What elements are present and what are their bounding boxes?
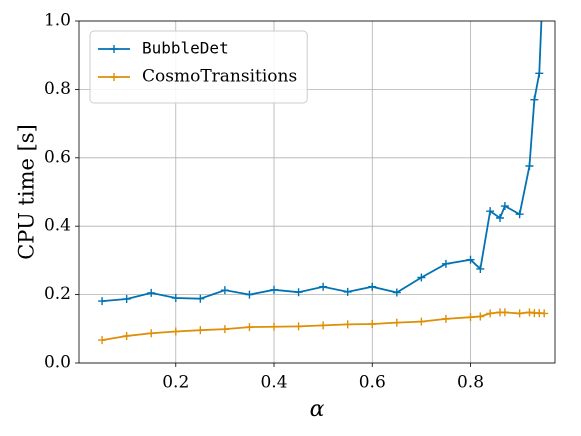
point-marker (98, 297, 107, 306)
point-marker (417, 317, 426, 326)
point-marker (500, 202, 509, 211)
point-marker (392, 318, 401, 327)
point-marker (486, 207, 495, 216)
point-marker (294, 322, 303, 331)
x-axis-label: α (310, 397, 325, 422)
legend-label: BubbleDet (142, 39, 229, 58)
point-marker (417, 273, 426, 282)
point-marker (98, 336, 107, 345)
point-marker (441, 314, 450, 323)
point-marker (466, 255, 475, 264)
point-marker (343, 287, 352, 296)
x-tick-label: 0.4 (260, 373, 287, 393)
point-marker (270, 285, 279, 294)
ticks: 0.2 0.4 0.6 0.8 0.0 0.2 0.4 0.6 0.8 1.0 (44, 11, 484, 393)
point-marker (441, 259, 450, 268)
point-marker (171, 294, 180, 303)
point-marker (319, 321, 328, 330)
legend-label: CosmoTransitions (142, 67, 297, 87)
point-marker (270, 322, 279, 331)
point-marker (476, 312, 485, 321)
point-marker (495, 213, 504, 222)
point-marker (220, 286, 229, 295)
x-tick-label: 0.2 (162, 373, 189, 393)
y-tick-label: 0.0 (44, 353, 71, 373)
point-marker (535, 69, 544, 78)
point-marker (245, 323, 254, 332)
point-marker (486, 309, 495, 318)
point-marker (368, 320, 377, 329)
point-marker (466, 313, 475, 322)
legend-marker (110, 45, 118, 53)
axes-frame (78, 20, 556, 364)
point-marker (294, 288, 303, 297)
x-tick-label: 0.8 (457, 373, 484, 393)
point-marker (530, 95, 539, 104)
point-marker (525, 162, 534, 171)
point-marker (319, 282, 328, 291)
point-marker (343, 320, 352, 329)
point-marker (196, 326, 205, 335)
point-marker (515, 309, 524, 318)
plot-area (98, 21, 549, 345)
legend-box (89, 30, 308, 104)
point-marker (220, 325, 229, 334)
point-marker (245, 290, 254, 299)
point-marker (171, 327, 180, 336)
y-tick-label: 1.0 (44, 11, 71, 31)
point-marker (147, 288, 156, 297)
legend: BubbleDet CosmoTransitions (89, 30, 308, 104)
y-axis-label: CPU time [s] (15, 124, 39, 260)
point-marker (122, 295, 131, 304)
point-marker (476, 264, 485, 273)
point-marker (122, 331, 131, 340)
point-marker (368, 282, 377, 291)
point-marker (196, 294, 205, 303)
point-marker (515, 210, 524, 219)
y-tick-label: 0.2 (44, 284, 71, 304)
legend-marker (110, 73, 118, 81)
y-tick-label: 0.8 (44, 79, 71, 99)
point-marker (392, 288, 401, 297)
point-marker (147, 329, 156, 338)
point-marker (540, 309, 549, 318)
y-tick-label: 0.4 (44, 216, 71, 236)
x-tick-label: 0.6 (359, 373, 386, 393)
point-marker (500, 308, 509, 317)
y-tick-label: 0.6 (44, 147, 71, 167)
